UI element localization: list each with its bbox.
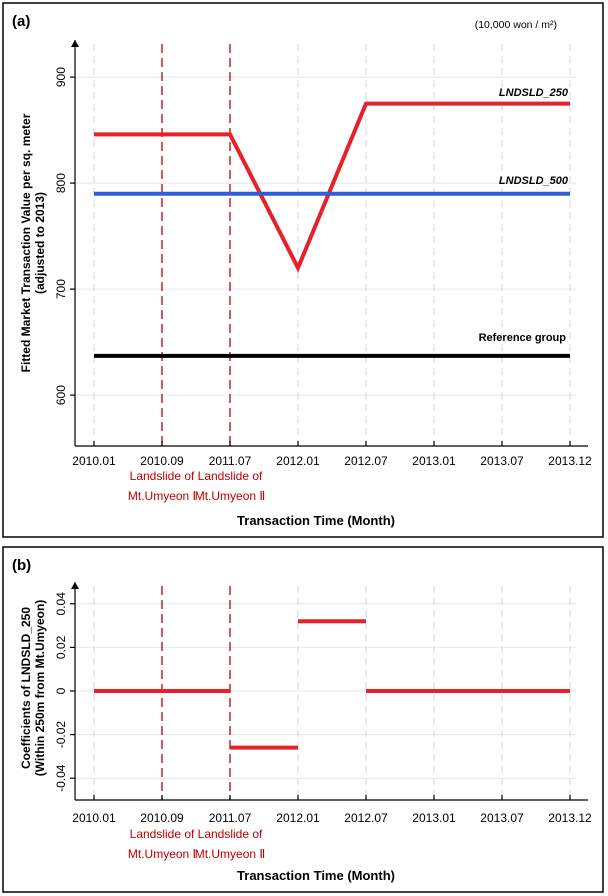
event-label-1-line1: Landslide of xyxy=(130,827,195,841)
x-tick-label: 2010.01 xyxy=(72,811,116,825)
y-tick-label: 800 xyxy=(54,173,68,193)
series-line-lndsld-250 xyxy=(94,101,570,273)
y-axis-arrow xyxy=(71,40,79,47)
panel-b-series xyxy=(94,619,570,750)
x-tick-label: 2010.09 xyxy=(140,811,184,825)
panel-a: (a) (10,000 won / m²) 2010.01 2010.09 2011… xyxy=(2,2,604,538)
x-tick-label: 2011.07 xyxy=(209,454,252,468)
y-tick-label: 700 xyxy=(54,279,68,299)
y-tick-label: 0 xyxy=(54,687,68,694)
panel-a-grid xyxy=(75,44,576,446)
panel-b-label: (b) xyxy=(12,557,31,574)
panel-b-frame xyxy=(2,546,604,893)
y-tick-label: 900 xyxy=(54,67,68,87)
event-label-2-line2: Mt.Umyeon Ⅱ xyxy=(195,489,266,503)
panel-a-axes xyxy=(70,40,588,447)
panel-a-event-lines xyxy=(161,44,231,446)
panel-b-x-axis-label: Transaction Time (Month) xyxy=(237,868,395,883)
panel-a-label: (a) xyxy=(12,13,30,30)
panel-a-y-axis-label-line1: Fitted Market Transaction Value per sq. … xyxy=(19,113,33,372)
panel-a-x-tick-labels: 2010.01 2010.09 2011.07 2012.01 2012.07 2013.… xyxy=(72,454,592,468)
event-label-2-line2: Mt.Umyeon Ⅱ xyxy=(195,847,266,861)
panel-b-x-tick-labels: 2010.01 2010.09 2011.07 2012.01 2012.07 2013.… xyxy=(72,811,592,825)
x-tick-label: 2013.12 xyxy=(548,811,592,825)
panel-a-unit-note: (10,000 won / m²) xyxy=(475,19,557,31)
x-tick-label: 2012.07 xyxy=(344,811,388,825)
event-label-1-line1: Landslide of xyxy=(130,469,195,483)
panel-a-y-tick-labels: 600 700 800 900 xyxy=(54,67,68,405)
x-tick-label: 2010.01 xyxy=(72,454,116,468)
y-tick-label: -0.02 xyxy=(54,721,68,749)
panel-a-frame xyxy=(2,2,604,538)
event-label-2-line1: Landslide of xyxy=(198,469,263,483)
event-label-1-line2: Mt.Umyeon Ⅰ xyxy=(128,847,196,861)
panel-a-x-axis-label: Transaction Time (Month) xyxy=(237,513,395,528)
x-tick-label: 2011.07 xyxy=(209,811,252,825)
panel-b: (b) 2010.01 2010.09 2011.07 2012.01 2012.07 2… xyxy=(2,546,604,893)
panel-b-axes xyxy=(70,582,588,801)
panel-b-y-axis-label-line1: Coefficients of LNDSLD_250 xyxy=(19,607,33,769)
x-tick-label: 2013.01 xyxy=(412,811,456,825)
panel-a-y-axis-label: Fitted Market Transaction Value per sq. … xyxy=(19,113,47,372)
y-tick-label: 0.02 xyxy=(54,635,68,659)
x-tick-label: 2013.12 xyxy=(548,454,592,468)
event-label-1-line2: Mt.Umyeon Ⅰ xyxy=(128,489,196,503)
panel-a-y-axis-label-line2: (adjusted to 2013) xyxy=(33,192,47,294)
x-tick-label: 2013.01 xyxy=(412,454,456,468)
x-tick-label: 2012.01 xyxy=(276,454,320,468)
y-tick-label: -0.04 xyxy=(54,764,68,792)
y-tick-label: 600 xyxy=(54,385,68,405)
series-label-reference-group: Reference group xyxy=(479,332,567,344)
panel-b-y-axis-label-line2: (Within 250m from Mt.Umyeon) xyxy=(33,600,47,777)
x-tick-label: 2012.07 xyxy=(344,454,388,468)
y-tick-label: 0.04 xyxy=(54,592,68,616)
x-tick-label: 2013.07 xyxy=(480,811,524,825)
x-tick-label: 2010.09 xyxy=(140,454,184,468)
x-tick-label: 2012.01 xyxy=(276,811,320,825)
y-axis-arrow xyxy=(71,582,79,589)
panel-a-series xyxy=(94,101,570,358)
event-label-2-line1: Landslide of xyxy=(198,827,263,841)
x-tick-label: 2013.07 xyxy=(480,454,524,468)
series-label-lndsld-250: LNDSLD_250 xyxy=(499,87,569,99)
series-label-lndsld-500: LNDSLD_500 xyxy=(499,175,569,187)
panel-b-y-axis-label: Coefficients of LNDSLD_250 (Within 250m … xyxy=(19,600,47,777)
panel-b-y-tick-labels: -0.04 -0.02 0 0.02 0.04 xyxy=(54,592,68,792)
